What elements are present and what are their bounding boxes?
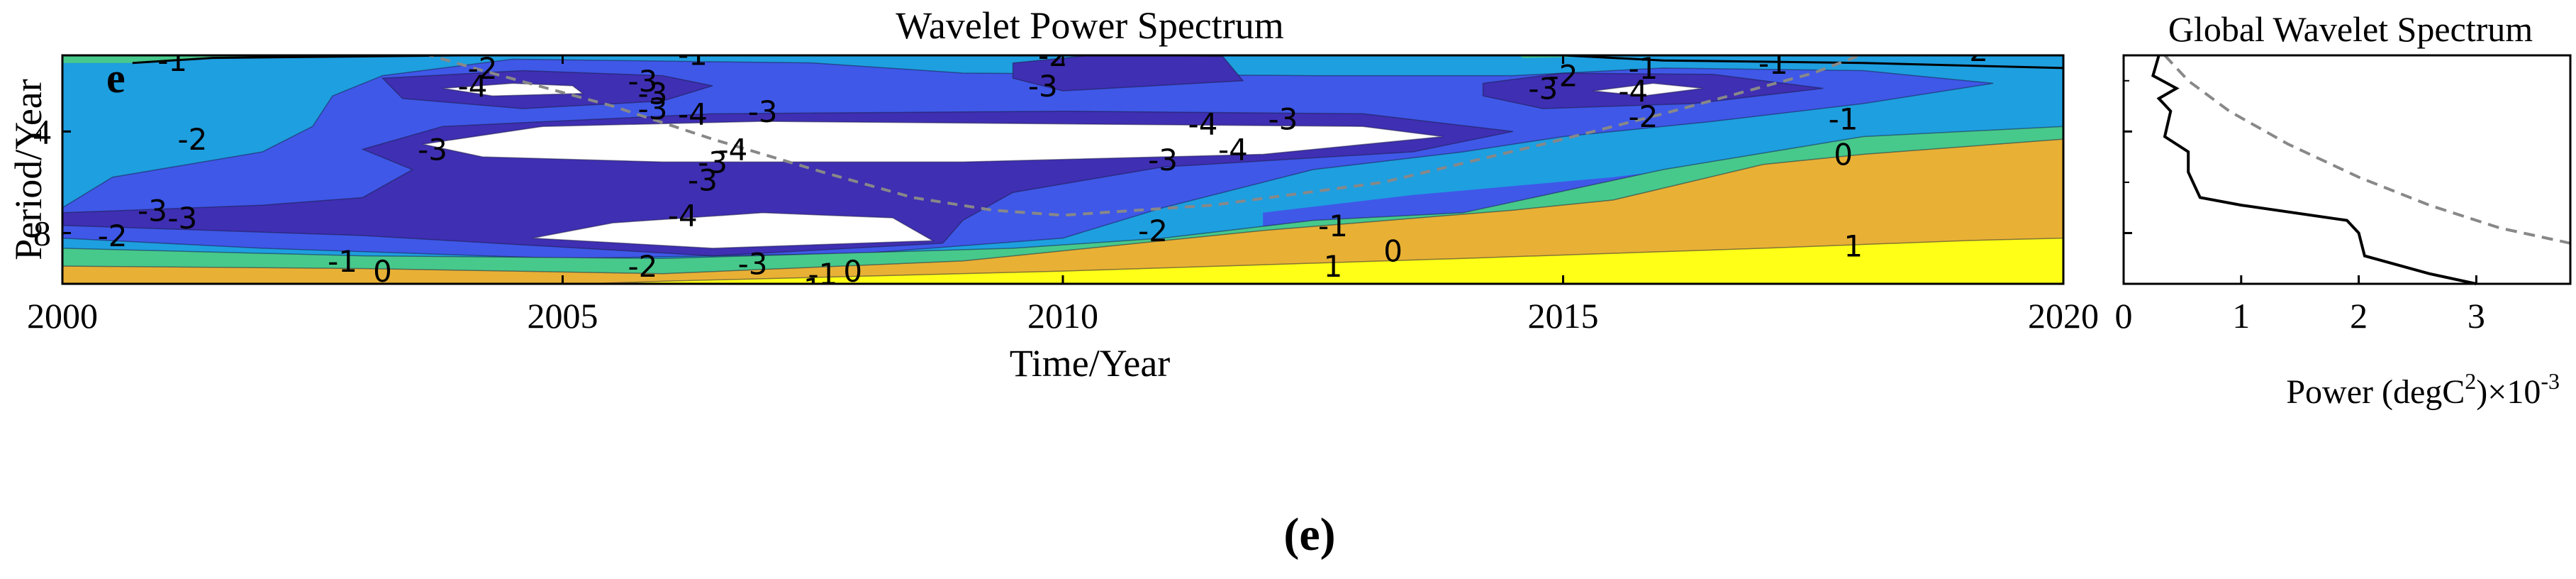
contour-fill-level--4 [422, 121, 1444, 163]
contour-label: 1 [803, 272, 823, 307]
contour-line-minus-1 [132, 55, 2063, 70]
global-x-label-sup1: 2 [2465, 368, 2476, 394]
significance-line [2163, 54, 2571, 245]
main-y-tick-label: 8 [33, 213, 51, 253]
main-x-tick-label: 2020 [2028, 296, 2099, 336]
contour-label: -4 [458, 69, 488, 104]
contour-label: -4 [1218, 133, 1248, 167]
contour-label: -2 [1628, 99, 1658, 134]
contour-label: -2 [177, 122, 207, 157]
contour-labels: -1 -1 -2-3-2-1-1-2-3 -4-2 -101-2-4 -3-3-3 -4 -3… [98, 33, 1988, 307]
contour-label: -3 [628, 64, 657, 99]
contour-label: 1 [1324, 249, 1343, 284]
contour-label: -3 [638, 92, 668, 126]
contour-fill-level-2 [571, 237, 2063, 284]
main-y-axis-label: Period/Year [7, 79, 50, 260]
contour-label: -2 [468, 51, 498, 86]
contour-label: 0 [843, 254, 862, 289]
contour-fill-level-1 [62, 138, 2063, 284]
contour-label: -1 [1318, 209, 1348, 243]
contour-label: 1 [1844, 228, 1863, 263]
contour-fill-level--4 [442, 82, 584, 96]
coi-line [425, 55, 1864, 217]
cone-of-influence [425, 55, 1864, 217]
contour-label: -1 [808, 257, 837, 292]
global-x-label-sup2: -3 [2541, 368, 2560, 394]
contour-label: -3 [1028, 69, 1058, 104]
global-axis-ticks: 0 1 2 3 [2115, 79, 2485, 336]
contour-label: -3 [698, 145, 727, 180]
contour-label: -3 [1148, 143, 1178, 177]
global-x-tick-label: 2 [2350, 296, 2368, 336]
contour-label: 0 [373, 254, 392, 289]
contour-label: -2 [1549, 59, 1578, 94]
main-x-tick-label: 2000 [27, 296, 98, 336]
contour-label: -3 [1528, 72, 1558, 106]
contour-label: -2 [1958, 33, 1988, 68]
wavelet-power-panel: Wavelet Power Spectrum -1 -1 -2-3-2-1-1-2-… [7, 4, 2099, 385]
contour-label: -3 [1268, 102, 1298, 137]
main-x-tick-label: 2015 [1528, 296, 1599, 336]
contour-label: -4 [1188, 107, 1218, 142]
contour-label: -2 [1138, 214, 1168, 248]
contour-label: -1 [328, 244, 357, 279]
contour-label: -4 [668, 199, 698, 233]
contour-label: -4 [718, 133, 747, 167]
contour-label: -2 [628, 249, 657, 284]
main-title: Wavelet Power Spectrum [896, 4, 1284, 47]
contour-label: -1 [1758, 46, 1788, 81]
contour-label: 0 [1383, 234, 1403, 269]
global-title: Global Wavelet Spectrum [2168, 9, 2533, 49]
global-x-label-text: Power (degC [2286, 373, 2465, 411]
contour-label: -3 [418, 133, 447, 167]
global-x-label-mid: )×10 [2476, 373, 2541, 411]
contour-label: -4 [1618, 74, 1648, 109]
main-axis-ticks: 2000 2005 2010 2015 2020 4 8 [27, 55, 2099, 336]
contour-label: -1 [1628, 51, 1658, 86]
contour-label: -1 [1829, 102, 1858, 137]
main-y-tick-label: 4 [33, 111, 51, 151]
global-x-tick-label: 1 [2232, 296, 2250, 336]
contour-label: -2 [98, 219, 128, 253]
main-x-axis-label: Time/Year [1010, 342, 1171, 385]
contour-label: -3 [638, 77, 668, 111]
global-x-tick-label: 0 [2115, 296, 2133, 336]
contour-label: -3 [138, 193, 167, 228]
contour-label: -3 [738, 247, 768, 282]
global-spectrum-lines [2151, 54, 2571, 285]
power-line [2151, 55, 2477, 285]
contour-fills [62, 55, 2063, 284]
contour-fill-level--3 [1012, 55, 1244, 92]
contour-label: -3 [748, 94, 778, 129]
global-x-axis-label: Power (degC2)×10-3 [2286, 368, 2560, 411]
main-x-tick-label: 2010 [1027, 296, 1098, 336]
global-plot-frame [2122, 54, 2572, 285]
contour-label: -3 [167, 201, 197, 236]
contour-fill-level--4 [1593, 82, 1704, 96]
figure-caption: (e) [1283, 509, 1335, 561]
global-spectrum-panel: Global Wavelet Spectrum 0 1 2 3 Power (degC… [2115, 9, 2572, 411]
global-x-tick-label: 3 [2468, 296, 2485, 336]
contour-fill-level--4 [533, 212, 935, 249]
contour-label: -1 [157, 43, 187, 78]
contour-label: -3 [688, 162, 718, 197]
contour-label: 0 [1834, 138, 1853, 172]
main-x-tick-label: 2005 [528, 296, 598, 336]
contour-label: -4 [678, 96, 708, 131]
contour-label: -1 [678, 37, 708, 72]
panel-tag: e [106, 55, 126, 101]
